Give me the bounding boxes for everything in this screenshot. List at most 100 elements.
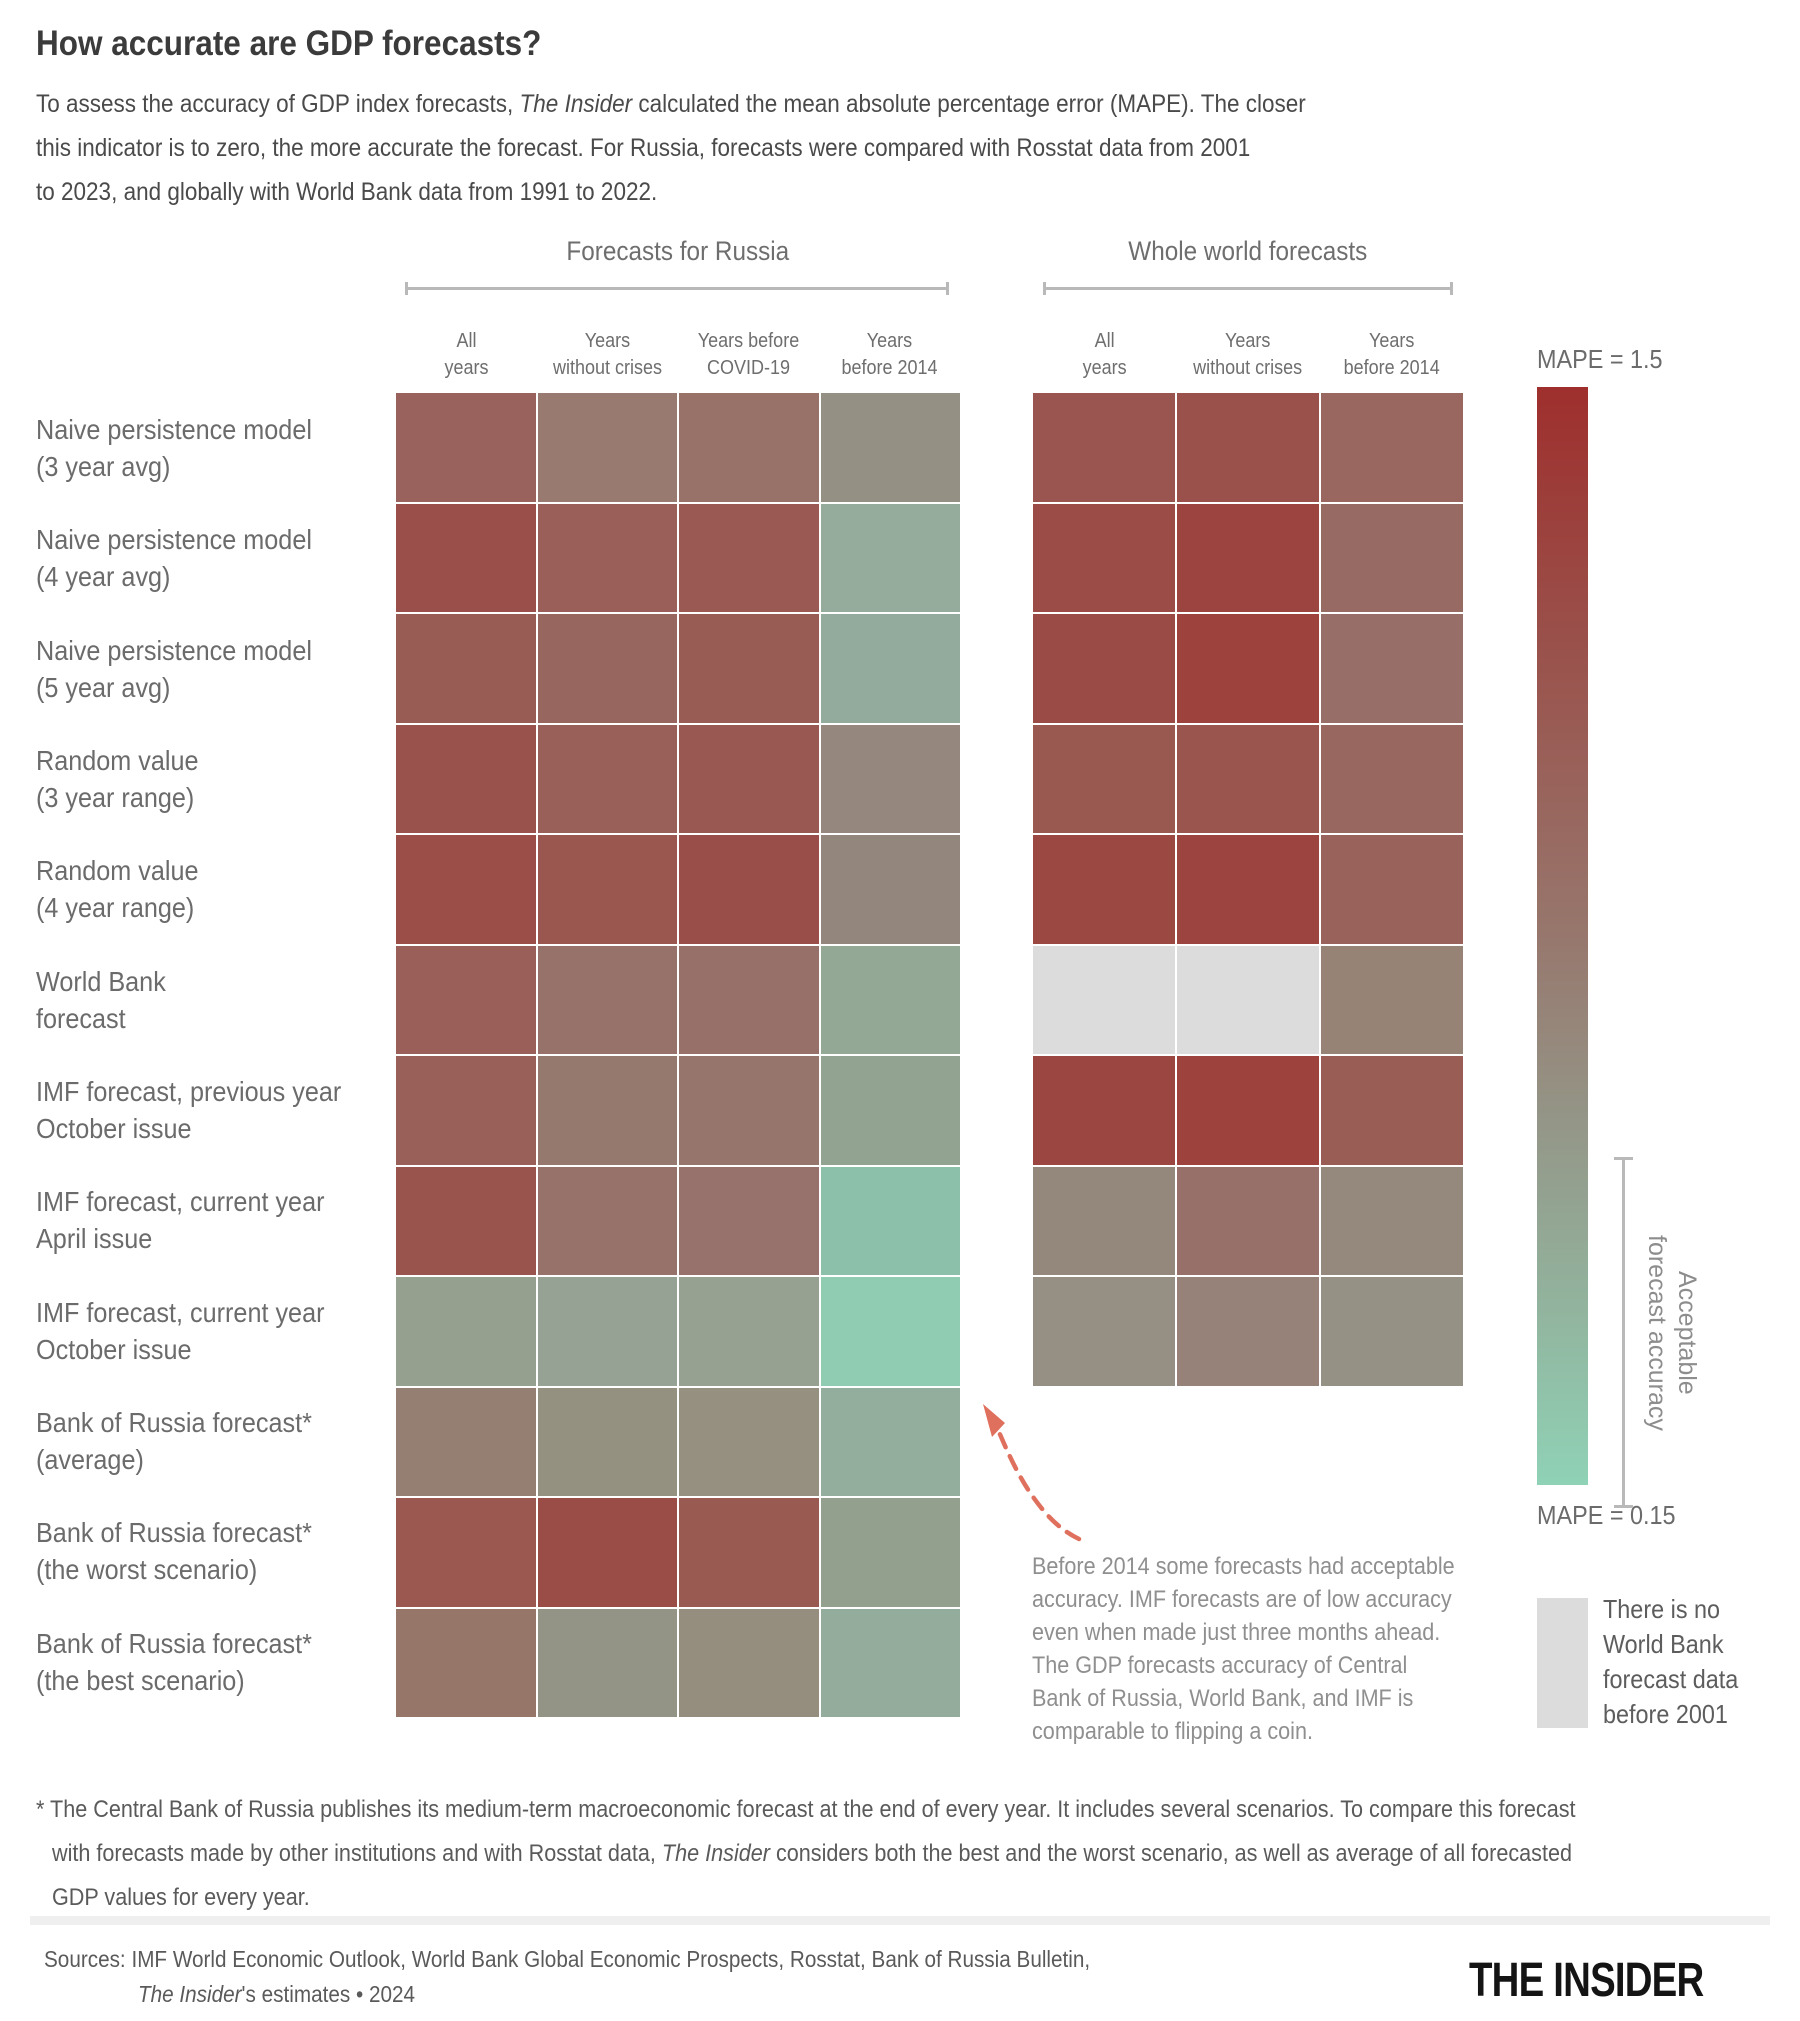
heatmap-cell-russia-r9-c1 [396,1277,536,1386]
heatmap-cell-russia-r2-c2 [537,503,677,612]
heatmap-cell-world-r6-c2 [1177,945,1319,1055]
heatmap-cell-russia-r3-c2 [537,614,677,723]
column-headers-russia: All years Years without crises Years befor… [396,300,960,386]
heatmap-cell-russia-r3-c1 [396,614,536,723]
heatmap-cell-russia-r3-c3 [679,614,819,723]
column-header-world-2: Years without crises [1193,330,1303,379]
heatmap-cell-russia-r11-c4 [820,1498,960,1607]
insider-logo: THE INSIDER [1469,1954,1704,2007]
heatmap-cell-world-r4-c2 [1177,724,1319,834]
heatmap-cell-world-r4-c1 [1033,724,1175,834]
heatmap-cell-russia-r3-c4 [820,614,960,723]
heatmap-cell-world-r8-c3 [1321,1166,1463,1276]
heatmap-cell-russia-r12-c2 [537,1608,677,1717]
heatmap-cell-russia-r11-c2 [537,1498,677,1607]
footnote-line-3: GDP values for every year. [52,1884,310,1911]
subtitle-line-3: to 2023, and globally with World Bank da… [36,178,658,206]
acceptable-range-label: Acceptable forecast accuracy [1643,1234,1701,1431]
row-label-11: Bank of Russia forecast* (the worst scen… [36,1517,312,1586]
heatmap-cell-world-r4-c3 [1321,724,1463,834]
heatmap-cell-world-r7-c1 [1033,1056,1175,1165]
row-label-8: IMF forecast, current year April issue [36,1186,325,1255]
heatmap-cell-world-r9-c3 [1321,1277,1463,1386]
heatmap-cell-russia-r8-c1 [396,1166,536,1275]
row-label-10: Bank of Russia forecast* (average) [36,1407,312,1476]
subtitle-line-1: To assess the accuracy of GDP index fore… [36,90,1306,118]
heatmap-cell-russia-r7-c1 [396,1056,536,1165]
legend-gradient-bar [1537,387,1588,1485]
row-labels: Naive persistence model (3 year avg) Naiv… [36,393,396,1717]
sources-line-1: Sources: IMF World Economic Outlook, Wor… [44,1946,1091,1972]
heatmap-cell-world-r2-c2 [1177,503,1319,613]
heatmap-cell-russia-r1-c4 [820,393,960,502]
heatmap-grid-russia [396,393,960,1717]
heatmap-cell-world-r1-c2 [1177,393,1319,502]
acceptable-range-bracket [1614,1157,1633,1508]
footnote-line-2: with forecasts made by other institution… [52,1840,1573,1867]
heatmap-cell-russia-r2-c1 [396,503,536,612]
heatmap-cell-russia-r9-c2 [537,1277,677,1386]
column-header-russia-2: Years without crises [552,330,663,379]
heatmap-cell-russia-r10-c1 [396,1387,536,1496]
row-label-6: World Bank forecast [36,965,166,1034]
group-title-russia: Forecasts for Russia [566,236,790,266]
heatmap-cell-russia-r10-c2 [537,1387,677,1496]
heatmap-cell-russia-r11-c1 [396,1498,536,1607]
heatmap-cell-world-r5-c2 [1177,835,1319,944]
heatmap-cell-russia-r4-c1 [396,724,536,833]
heatmap-cell-russia-r8-c3 [679,1166,819,1275]
heatmap-cell-russia-r6-c3 [679,945,819,1054]
no-data-label: There is no World Bank forecast data bef… [1603,1594,1739,1729]
no-data-swatch [1537,1598,1588,1728]
heatmap-cell-world-r1-c3 [1321,393,1463,502]
heatmap-cell-russia-r6-c4 [820,945,960,1054]
heatmap-cell-russia-r4-c4 [820,724,960,833]
row-label-1: Naive persistence model (3 year avg) [36,414,312,483]
heatmap-cell-russia-r8-c2 [537,1166,677,1275]
heatmap-cell-world-r9-c1 [1033,1277,1175,1386]
heatmap-cell-world-r7-c3 [1321,1056,1463,1165]
heatmap-cell-world-r3-c2 [1177,614,1319,723]
heatmap-cell-russia-r5-c4 [820,835,960,944]
heatmap-cell-russia-r12-c4 [820,1608,960,1717]
heatmap-cell-russia-r8-c4 [820,1166,960,1275]
heatmap-cell-world-r9-c2 [1177,1277,1319,1386]
subtitle-line-2: this indicator is to zero, the more accu… [36,134,1251,162]
column-header-world-3: Years before 2014 [1343,330,1440,379]
heatmap-cell-russia-r4-c2 [537,724,677,833]
heatmap-cell-russia-r12-c1 [396,1608,536,1717]
heatmap-cell-russia-r10-c3 [679,1387,819,1496]
heatmap-cell-russia-r9-c3 [679,1277,819,1386]
row-label-9: IMF forecast, current year October issue [36,1296,325,1365]
heatmap-cell-russia-r5-c1 [396,835,536,944]
heatmap-cell-russia-r2-c4 [820,503,960,612]
footnote: * The Central Bank of Russia publishes i… [36,1788,1747,1920]
heatmap-cell-russia-r5-c2 [537,835,677,944]
heatmap-grid-world [1033,393,1463,1386]
column-header-russia-4: Years before 2014 [841,330,938,379]
heatmap-cell-russia-r1-c2 [537,393,677,502]
heatmap-cell-russia-r11-c3 [679,1498,819,1607]
heatmap-cell-world-r8-c1 [1033,1166,1175,1276]
heatmap-cell-world-r1-c1 [1033,393,1175,502]
bracket-russia [405,282,949,295]
heatmap-cell-russia-r2-c3 [679,503,819,612]
row-label-4: Random value (3 year range) [36,745,199,814]
heatmap-cell-russia-r7-c3 [679,1056,819,1165]
heatmap-cell-russia-r7-c4 [820,1056,960,1165]
heatmap-cell-russia-r12-c3 [679,1608,819,1717]
divider [30,1916,1770,1925]
legend-max-label: MAPE = 1.5 [1537,344,1663,374]
heatmap-cell-world-r8-c2 [1177,1166,1319,1276]
page-title: How accurate are GDP forecasts? [36,24,542,63]
row-label-3: Naive persistence model (5 year avg) [36,634,312,703]
row-label-2: Naive persistence model (4 year avg) [36,524,312,593]
heatmap-cell-world-r5-c3 [1321,835,1463,944]
bracket-world [1043,282,1453,295]
heatmap-cell-russia-r7-c2 [537,1056,677,1165]
heatmap-cell-russia-r10-c4 [820,1387,960,1496]
heatmap-cell-russia-r5-c3 [679,835,819,944]
heatmap-cell-world-r6-c1 [1033,945,1175,1055]
row-label-7: IMF forecast, previous year October issu… [36,1076,342,1145]
